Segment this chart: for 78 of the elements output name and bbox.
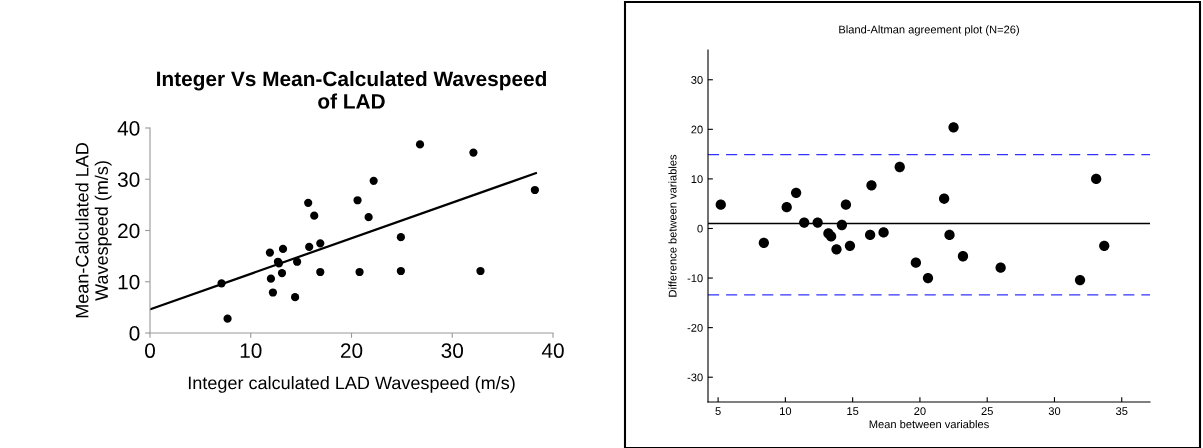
x-tick-label: 5 xyxy=(715,407,721,416)
point xyxy=(469,148,478,157)
point xyxy=(476,266,485,276)
point xyxy=(894,161,905,173)
point xyxy=(290,293,300,302)
y-tick-label: 30 xyxy=(691,76,703,84)
y-tick-label: -30 xyxy=(687,373,703,382)
point xyxy=(878,227,889,238)
point xyxy=(396,266,405,276)
point xyxy=(316,239,325,248)
y-tick-label: 0 xyxy=(129,326,140,341)
y-tick-label: 30 xyxy=(117,172,140,187)
x-tick-label: 30 xyxy=(441,343,464,359)
point xyxy=(1074,274,1086,286)
point xyxy=(277,268,287,278)
y-axis-title: Mean-Calculated LAD Wavespeed (m/s) xyxy=(75,143,112,318)
point xyxy=(353,196,362,205)
point xyxy=(266,274,276,283)
point xyxy=(396,233,405,242)
point xyxy=(799,217,810,228)
point xyxy=(268,288,278,297)
x-tick-label: 35 xyxy=(1115,407,1128,416)
point xyxy=(355,267,364,277)
point xyxy=(217,279,226,288)
point xyxy=(1091,173,1102,185)
x-tick-label: 10 xyxy=(240,343,262,359)
y-tick-label: 10 xyxy=(691,175,703,184)
point xyxy=(866,180,877,191)
point xyxy=(316,267,325,277)
x-tick-label: 20 xyxy=(914,407,926,416)
point xyxy=(781,202,792,213)
point xyxy=(812,217,823,228)
point xyxy=(948,122,959,133)
point xyxy=(278,244,288,254)
y-axis-title: Difference between variables xyxy=(668,154,677,297)
point xyxy=(844,240,856,251)
point xyxy=(1099,240,1110,251)
y-tick-label: 20 xyxy=(691,125,703,134)
point xyxy=(938,193,950,204)
x-tick-label: 40 xyxy=(541,343,564,359)
y-tick-label: 0 xyxy=(697,224,703,233)
y-tick-label: 40 xyxy=(117,121,140,136)
x-axis-title: Integer calculated LAD Wavespeed (m/s) xyxy=(188,376,515,393)
point xyxy=(944,229,955,241)
x-tick-label: 15 xyxy=(847,407,859,416)
y-tick-label: -10 xyxy=(687,274,703,283)
point xyxy=(310,211,319,220)
point xyxy=(957,251,969,262)
point xyxy=(864,229,876,241)
point xyxy=(840,199,852,210)
point xyxy=(530,185,539,195)
point xyxy=(836,219,848,231)
point xyxy=(910,257,922,268)
point xyxy=(304,198,313,207)
point xyxy=(758,237,769,249)
point xyxy=(922,272,934,284)
point xyxy=(369,176,378,185)
x-tick-label: 30 xyxy=(1048,407,1061,416)
point xyxy=(265,248,274,257)
y-tick-label: 10 xyxy=(118,274,140,290)
chart-title: Bland-Altman agreement plot (N=26) xyxy=(839,25,1019,36)
x-tick-label: 20 xyxy=(340,343,363,359)
point xyxy=(364,213,373,222)
point xyxy=(305,242,314,252)
point xyxy=(715,199,726,210)
y-tick-label: -20 xyxy=(687,323,703,332)
x-tick-label: 0 xyxy=(145,343,155,359)
point xyxy=(831,244,842,255)
point xyxy=(292,257,302,266)
point xyxy=(223,314,232,323)
x-axis-title: Mean between variables xyxy=(869,420,989,429)
chart-title: Integer Vs Mean-Calculated Wavespeed of LAD xyxy=(157,70,546,109)
y-tick-label: 20 xyxy=(118,223,140,239)
point xyxy=(995,262,1006,273)
point xyxy=(415,140,425,149)
x-tick-label: 10 xyxy=(780,407,792,416)
x-tick-label: 25 xyxy=(981,407,993,416)
point xyxy=(790,187,802,198)
